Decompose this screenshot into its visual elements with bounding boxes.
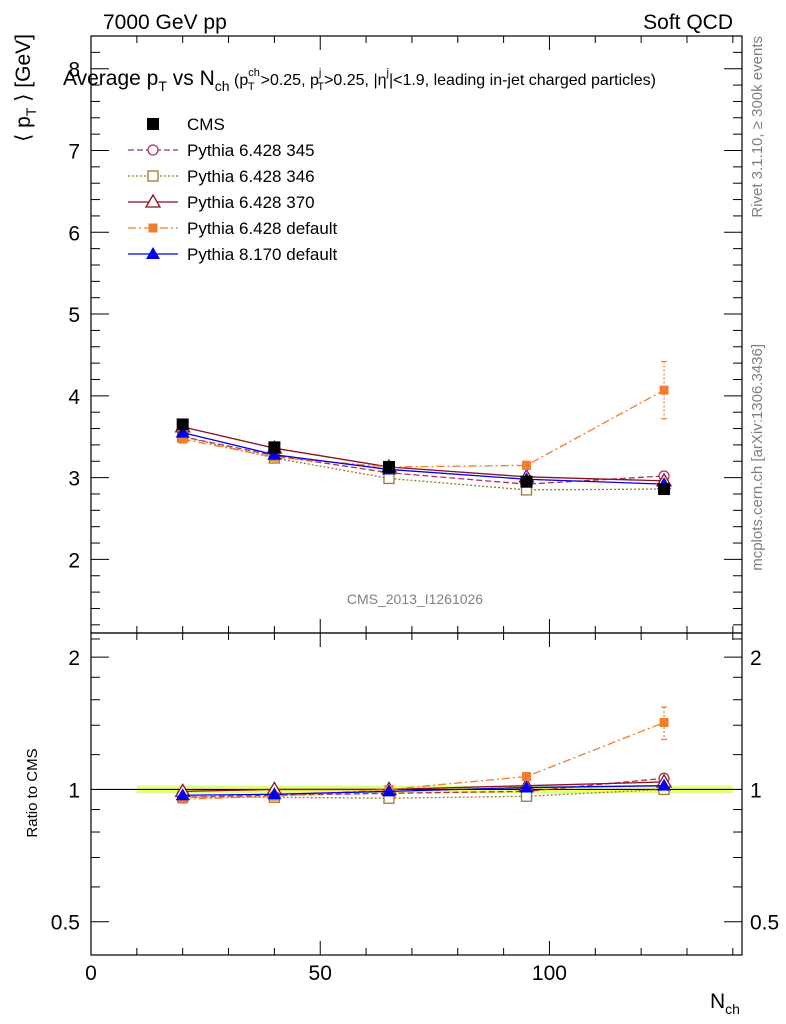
title-cuts4: |<1.9, leading in-jet charged particles) [389,72,656,89]
x-axis-label-main: N [710,990,725,1013]
title-cuts-sup2: j [318,67,321,79]
title-main: Average p [63,67,158,90]
x-axis-label-sub: ch [725,1001,740,1017]
y-axis-label-sub: T [23,107,39,116]
title-cuts-sup3: j [386,67,389,79]
title-main-sub: T [158,78,167,94]
series-pythia-6-428-370-line [182,426,665,482]
ratio-y-tick-label-right: 2 [750,647,762,670]
legend-marker-pythia-6-428-346 [147,170,159,182]
series-pythia-8-170-default-point [175,425,190,438]
y-tick-label: 5 [68,304,80,327]
y-tick-label: 4 [68,386,80,409]
y-tick-label: 8 [68,59,80,82]
title-cuts-sup1: ch [248,67,260,79]
header-left: 7000 GeV pp [103,11,227,34]
series-pythia-6-428-346-point [383,472,395,485]
ratio-y-tick-label: 1 [68,779,80,802]
title-cuts2: >0.25, p [261,72,319,89]
y-tick-label: 7 [68,140,80,163]
series-cms-point [382,460,395,473]
ratio-pythia-6-428-default-point [522,772,532,782]
plot-title: Average pT vs Nch (pch T >0.25, pj T>0.25, … [63,67,656,94]
series-cms-point [658,483,671,496]
series-cms-point [520,475,533,488]
legend-label-pythia-6-428-345: Pythia 6.428 345 [187,141,315,160]
legend-label-pythia-6-428-346: Pythia 6.428 346 [187,167,315,186]
title-cuts: (p [230,72,249,89]
ratio-pythia-6-428-346-point [520,790,533,802]
x-tick-label: 100 [532,962,567,985]
series-pythia-8-170-default-point [267,447,282,460]
legend-marker-pythia-6-428-370 [144,193,162,208]
series-cms-point [268,441,281,454]
y-axis-label: ⟨ pT ⟩ [GeV] [12,34,39,142]
ratio-pythia-8-170-default-point [267,787,282,800]
ratio-pythia-8-170-default-point [175,788,190,801]
y-tick-label: 6 [68,222,80,245]
x-tick-label: 50 [309,962,332,985]
legend-label-pythia-6-428-370: Pythia 6.428 370 [187,193,315,212]
legend-marker-cms [147,118,159,130]
ratio-y-tick-label: 2 [68,647,80,670]
series-pythia-6-428-default-point [522,460,532,470]
ratio-y-tick-label: 0.5 [51,912,80,935]
ratio-pythia-8-170-default-point [519,780,534,793]
legend-marker-pythia-6-428-default [148,223,158,233]
ratio-pythia-6-428-default-point [659,718,669,728]
series-cms-point [176,418,189,431]
series-pythia-6-428-default-point [659,385,669,395]
ratio-y-tick-label-right: 1 [750,779,762,802]
title-cuts3: >0.25, |η [324,72,386,89]
legend-marker-pythia-8-170-default [146,247,160,259]
legend-label-pythia-8-170-default: Pythia 8.170 default [187,245,338,264]
header-right: Soft QCD [643,11,733,34]
x-tick-label: 0 [85,962,97,985]
ratio-pythia-8-170-default-point [381,784,396,797]
legend-label-cms: CMS [187,115,225,134]
title-cuts-sub2: T [317,81,324,93]
y-tick-label: 3 [68,468,80,491]
title-vs-sub: ch [215,78,230,94]
ratio-axis-label: Ratio to CMS [24,748,41,837]
legend-marker-pythia-6-428-345 [147,144,159,156]
series-pythia-6-428-default-point [178,434,188,444]
title-cuts-sub1: T [248,81,255,93]
side-rivet-label: Rivet 3.1.10, ≥ 300k events [749,36,766,218]
ratio-frame [90,632,743,956]
x-axis-label: Nch [710,990,740,1017]
series-pythia-8-170-default-line [182,432,665,485]
side-mcplots-label: mcplots.cern.ch [arXiv:1306.3436] [749,344,766,571]
y-axis-label-tail: ⟩ [GeV] [12,34,35,108]
analysis-id: CMS_2013_I1261026 [347,591,483,607]
y-axis-label-main: ⟨ p [12,116,35,142]
ratio-pythia-6-428-346-line [182,788,665,799]
legend-label-pythia-6-428-default: Pythia 6.428 default [187,219,338,238]
ratio-y-tick-label-right: 0.5 [750,912,779,935]
y-tick-label: 2 [68,549,80,572]
ratio-pythia-8-170-default-point [657,778,672,791]
series-pythia-6-428-default-line [182,389,665,468]
title-vs: vs N [167,67,215,90]
